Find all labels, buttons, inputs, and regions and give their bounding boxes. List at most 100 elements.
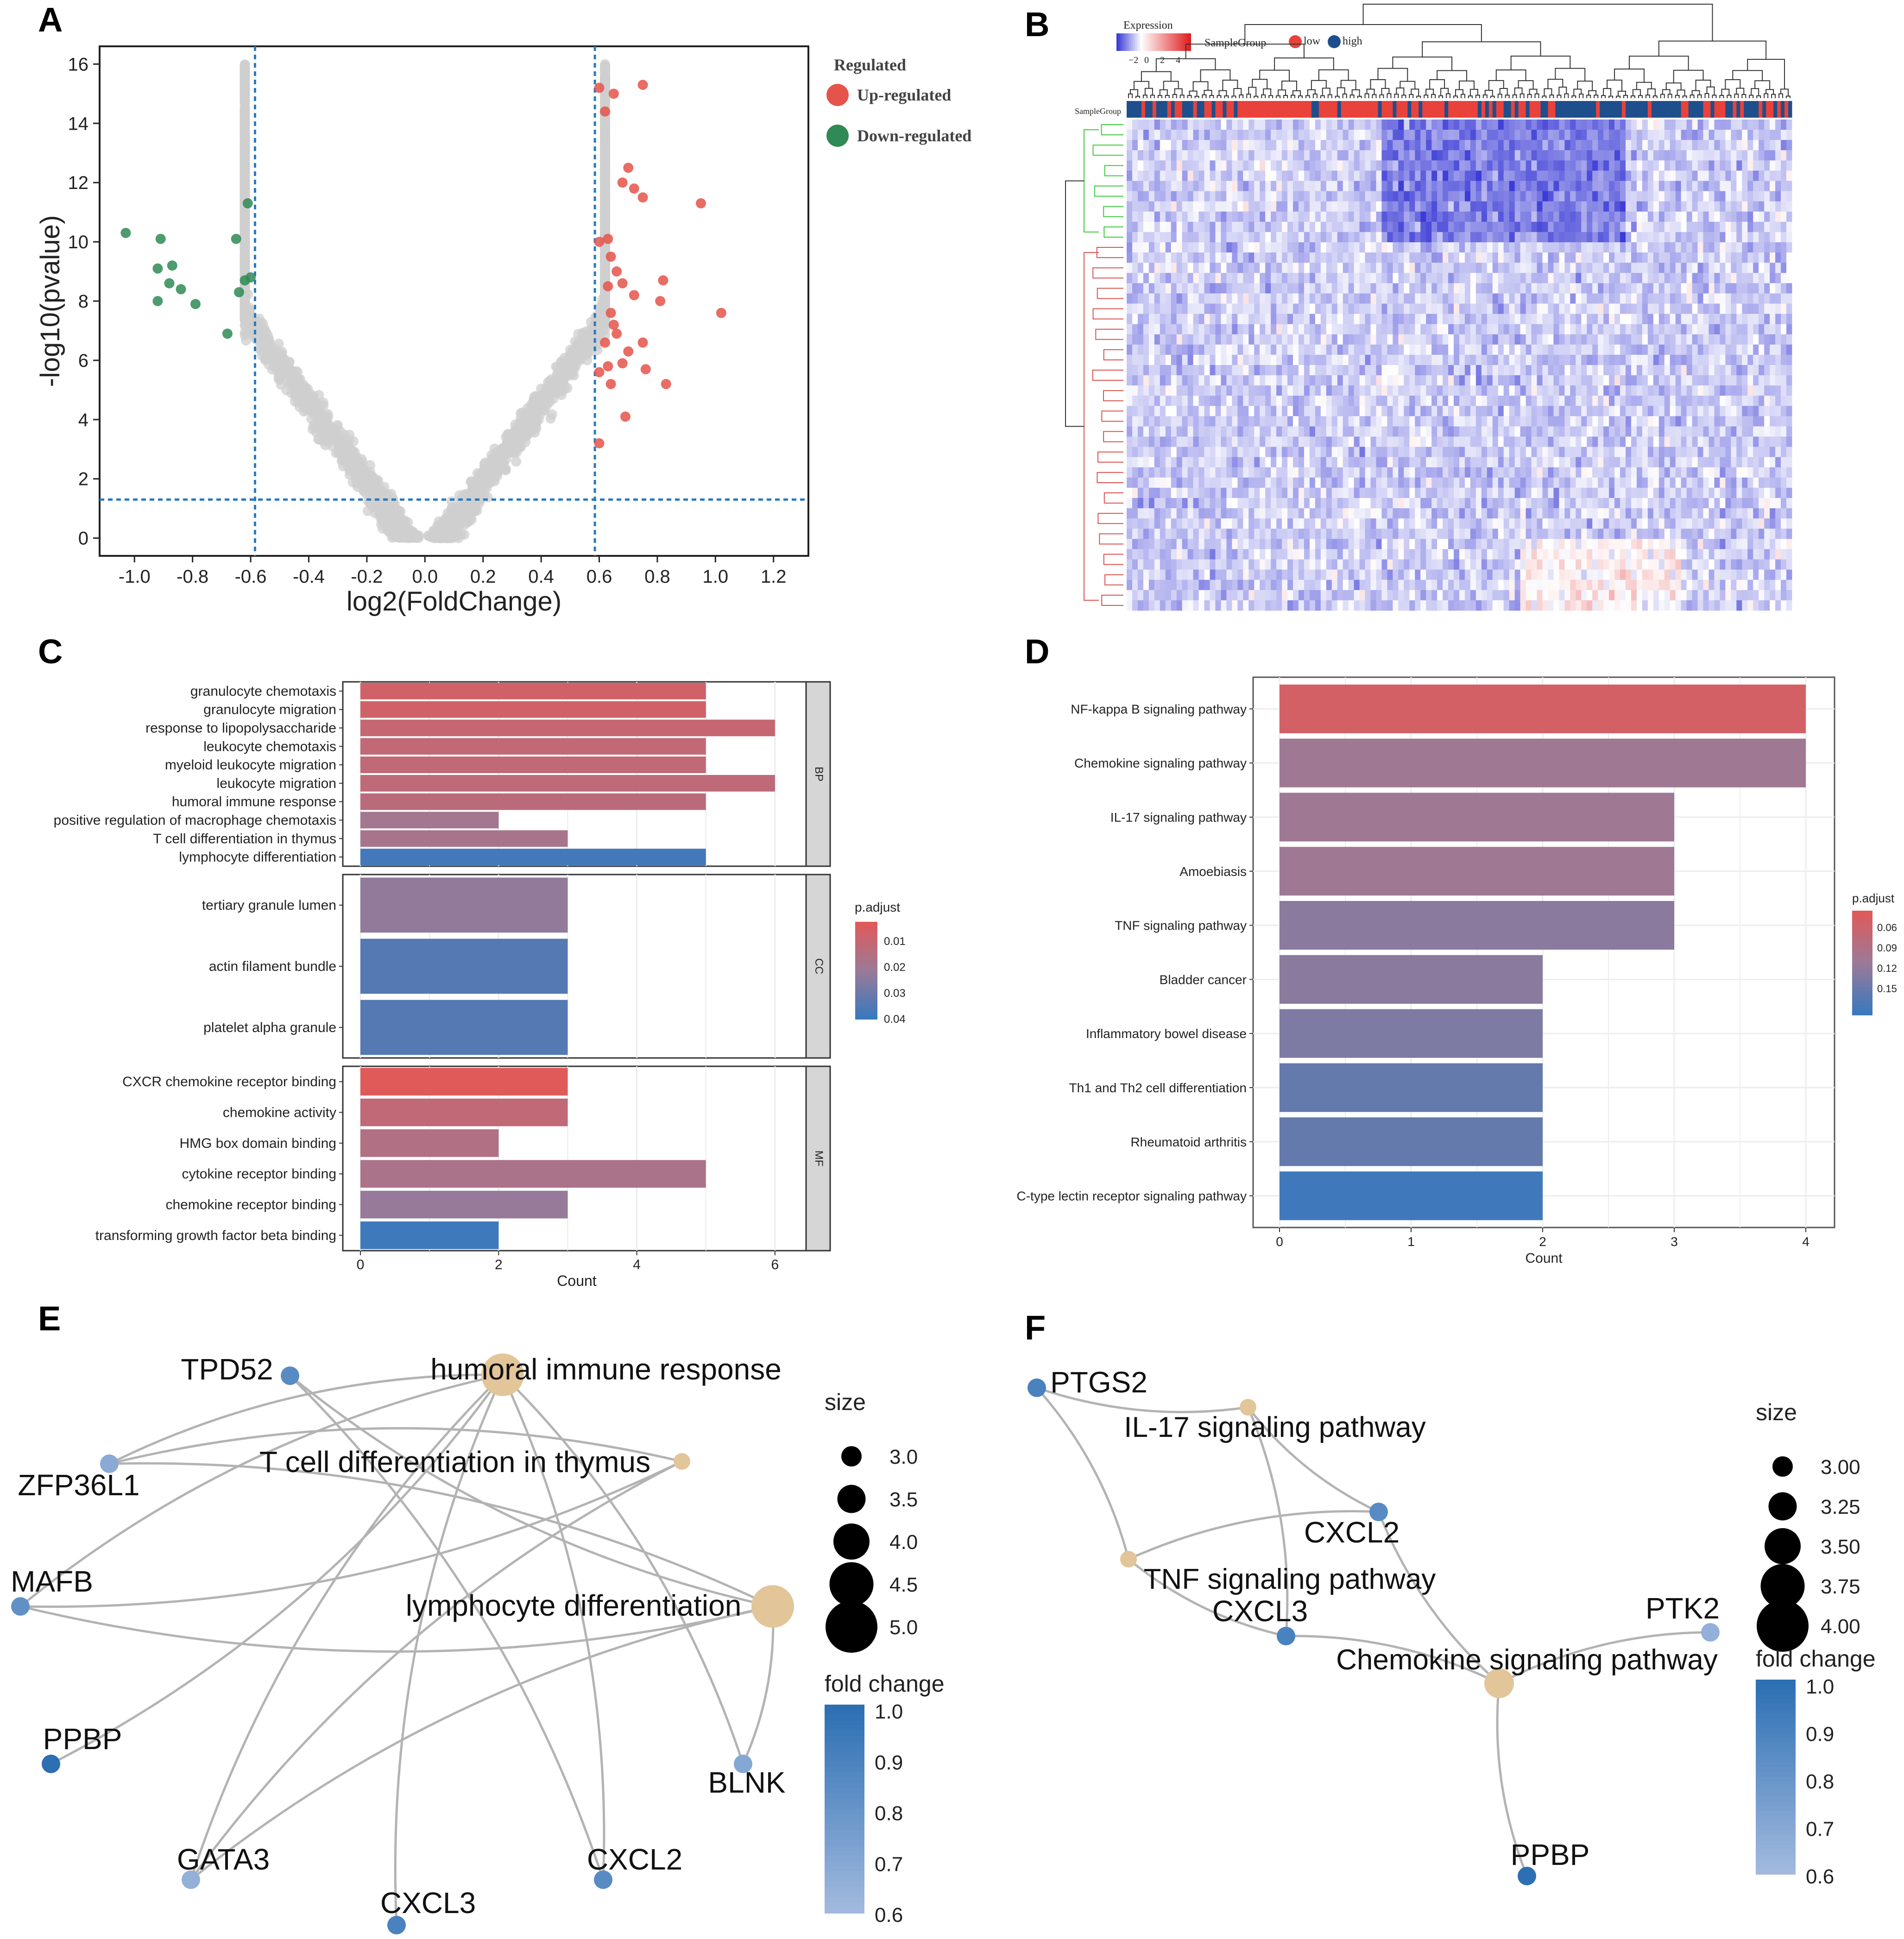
expression-legend-tick: −2 [1129,55,1138,65]
sample-annotation-cell [1496,101,1501,118]
heatmap-cell [1537,120,1543,130]
dendrogram-branch [1349,94,1355,98]
heatmap-cell [1714,140,1720,151]
heatmap-cell [1720,211,1726,222]
dendrogram-branch [1632,89,1641,96]
gene-point [623,163,634,173]
heatmap-cell [1537,232,1543,243]
heatmap-cell [1337,130,1343,140]
heatmap-cell [1127,221,1133,233]
heatmap-cell [1753,263,1759,273]
gene-point [394,515,404,526]
heatmap-cell [1376,170,1382,181]
heatmap-cell [1431,201,1437,212]
dendrogram-branch [1318,69,1349,81]
heatmap-cell [1675,140,1682,151]
heatmap-cell [1520,140,1526,151]
heatmap-cell [1293,232,1299,243]
heatmap-cell [1636,211,1643,222]
heatmap-cell [1187,252,1193,263]
heatmap-cell [1531,221,1537,233]
heatmap-cell [1592,263,1598,273]
heatmap-cell [1670,150,1676,161]
dendrogram-branch [1490,95,1495,98]
dendrogram-branch [1416,95,1421,98]
sample-annotation-cell [1148,101,1153,118]
heatmap-cell [1614,252,1620,263]
heatmap-cell [1576,211,1582,222]
heatmap-cell [1770,120,1776,130]
gene-point [504,437,514,447]
heatmap-cell [1198,252,1204,263]
heatmap-cell [1237,140,1243,151]
heatmap-cell [1642,130,1648,140]
heatmap-cell [1548,130,1554,140]
dendrogram-branch [1607,79,1623,91]
heatmap-cell [1603,252,1609,263]
gene-point [617,177,628,188]
heatmap-cell [1282,160,1288,171]
heatmap-cell [1692,263,1698,273]
heatmap-cell [1437,130,1443,140]
heatmap-cell [1592,140,1598,151]
heatmap-cell [1592,242,1598,253]
heatmap-cell [1376,201,1382,212]
heatmap-cell [1448,120,1454,130]
heatmap-cell [1487,201,1493,212]
heatmap-cell [1731,160,1737,171]
heatmap-cell [1670,120,1676,130]
heatmap-cell [1143,191,1149,202]
heatmap-cell [1703,242,1709,253]
heatmap-cell [1165,242,1172,253]
heatmap-cell [1420,130,1426,140]
gene-point [240,59,250,70]
heatmap-cell [1736,170,1742,181]
heatmap-cell [1564,211,1570,222]
expression-legend-tick: 0 [1144,55,1149,65]
heatmap-cell [1464,221,1471,233]
gene-point [441,533,452,543]
heatmap-cell [1365,170,1371,181]
heatmap-cell [1658,221,1665,233]
sample-annotation-cell [1589,101,1593,118]
heatmap-cell [1448,191,1454,202]
heatmap-cell [1243,211,1249,222]
heatmap-cell [1187,170,1193,181]
sample-annotation-cell [1293,101,1297,118]
heatmap-cell [1215,211,1221,222]
dendrogram-branch [1459,80,1475,90]
heatmap-cell [1454,211,1460,222]
sample-annotation-cell [1614,101,1619,118]
heatmap-cell [1143,181,1149,191]
heatmap-cell [1653,150,1659,161]
sample-annotation-cell [1341,101,1345,118]
heatmap-cell [1531,242,1537,253]
heatmap-cell [1747,120,1753,130]
heatmap-cell [1681,201,1687,212]
heatmap-cell [1587,263,1593,273]
sample-annotation-cell [1596,101,1600,118]
heatmap-cell [1143,120,1149,130]
heatmap-cell [1498,120,1504,130]
heatmap-cell [1293,211,1299,222]
heatmap-cell [1498,160,1504,171]
heatmap-cell [1393,160,1399,171]
heatmap-cell [1171,140,1177,151]
heatmap-cell [1487,130,1493,140]
heatmap-cell [1376,150,1382,161]
heatmap-cell [1492,170,1499,181]
heatmap-cell [1198,232,1204,243]
heatmap-cell [1365,120,1371,130]
heatmap-cell [1581,252,1587,263]
heatmap-cell [1664,120,1671,130]
gene-point [315,400,326,410]
heatmap-cell [1509,120,1515,130]
heatmap-cell [1193,120,1199,130]
heatmap-cell [1376,232,1382,243]
heatmap-cell [1160,150,1166,161]
heatmap-cell [1531,191,1537,202]
heatmap-cell [1531,140,1537,151]
heatmap-cell [1143,130,1149,140]
heatmap-cell [1636,140,1643,151]
heatmap-cell [1703,263,1709,273]
